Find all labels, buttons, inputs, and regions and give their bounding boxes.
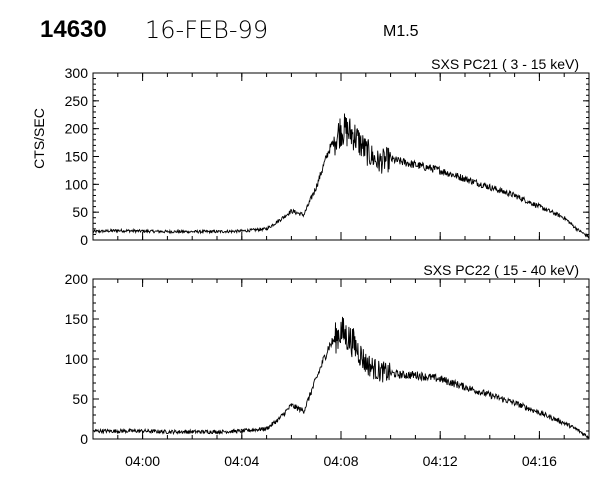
y-tick-label: 0 <box>80 232 88 248</box>
x-tick-label: 04:08 <box>323 453 358 469</box>
y-tick-label: 300 <box>65 65 89 81</box>
flare-class: M1.5 <box>383 23 419 40</box>
plot-frame <box>92 278 590 440</box>
y-tick-label: 250 <box>65 93 89 109</box>
y-axis-label: CTS/SEC <box>31 108 47 169</box>
y-tick-label: 150 <box>65 149 89 165</box>
series-line <box>92 113 590 239</box>
chart-pc22: 0 50 100 150 200 04:00 04:04 04:08 04:12 04:16 SXS… <box>65 262 590 469</box>
plot-frame <box>92 72 590 241</box>
x-tick-label: 04:04 <box>224 453 259 469</box>
series-line <box>92 316 590 439</box>
event-date: 16-FEB-99 <box>145 16 269 44</box>
event-id: 14630 <box>40 16 107 43</box>
y-tick-label: 200 <box>65 271 89 287</box>
y-tick-label: 150 <box>65 311 89 327</box>
y-tick-label: 0 <box>80 431 88 447</box>
x-tick-label: 04:00 <box>125 453 160 469</box>
chart-pc21: 0 50 100 150 200 250 300 SXS PC21 ( 3 - 15 keV)… <box>31 56 590 248</box>
y-tick-label: 100 <box>65 351 89 367</box>
x-tick-label: 04:16 <box>522 453 557 469</box>
y-tick-label: 50 <box>72 204 88 220</box>
panel-title: SXS PC22 ( 15 - 40 keV) <box>423 262 579 278</box>
panel-title: SXS PC21 ( 3 - 15 keV) <box>431 56 579 72</box>
y-tick-label: 100 <box>65 176 89 192</box>
x-tick-label: 04:12 <box>423 453 458 469</box>
y-tick-label: 50 <box>72 391 88 407</box>
y-tick-label: 200 <box>65 121 89 137</box>
